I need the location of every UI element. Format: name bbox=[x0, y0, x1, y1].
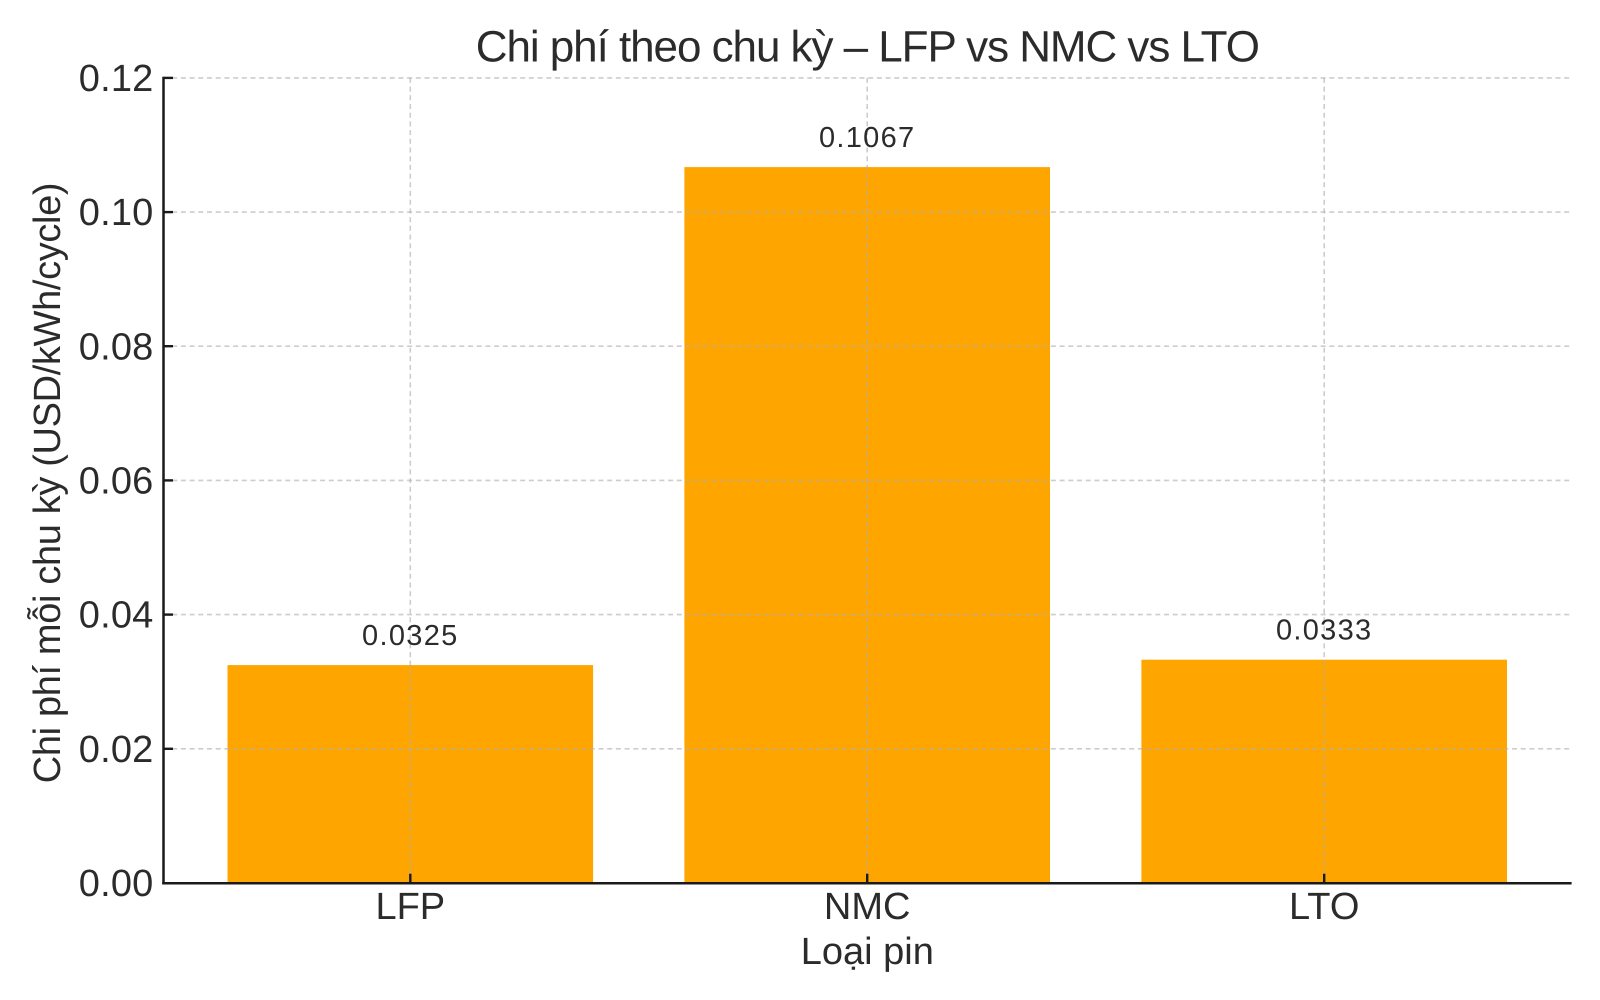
svg-text:0.0333: 0.0333 bbox=[1276, 615, 1373, 647]
svg-text:0.1067: 0.1067 bbox=[819, 122, 916, 154]
svg-text:0.04: 0.04 bbox=[79, 595, 154, 637]
svg-text:Loại pin: Loại pin bbox=[801, 931, 934, 973]
svg-text:0.02: 0.02 bbox=[79, 729, 154, 771]
svg-text:LTO: LTO bbox=[1289, 886, 1359, 928]
svg-text:0.12: 0.12 bbox=[79, 58, 154, 100]
svg-text:0.0325: 0.0325 bbox=[362, 620, 459, 652]
svg-text:0.06: 0.06 bbox=[79, 461, 154, 503]
svg-text:0.10: 0.10 bbox=[79, 192, 154, 234]
svg-text:LFP: LFP bbox=[375, 886, 445, 928]
svg-text:0.00: 0.00 bbox=[79, 863, 154, 905]
svg-text:NMC: NMC bbox=[824, 886, 911, 928]
svg-text:Chi phí theo chu kỳ – LFP vs N: Chi phí theo chu kỳ – LFP vs NMC vs LTO bbox=[476, 23, 1259, 72]
svg-text:0.08: 0.08 bbox=[79, 326, 154, 368]
svg-text:Chi phí mỗi chu kỳ (USD/kWh/cy: Chi phí mỗi chu kỳ (USD/kWh/cycle) bbox=[27, 183, 69, 783]
